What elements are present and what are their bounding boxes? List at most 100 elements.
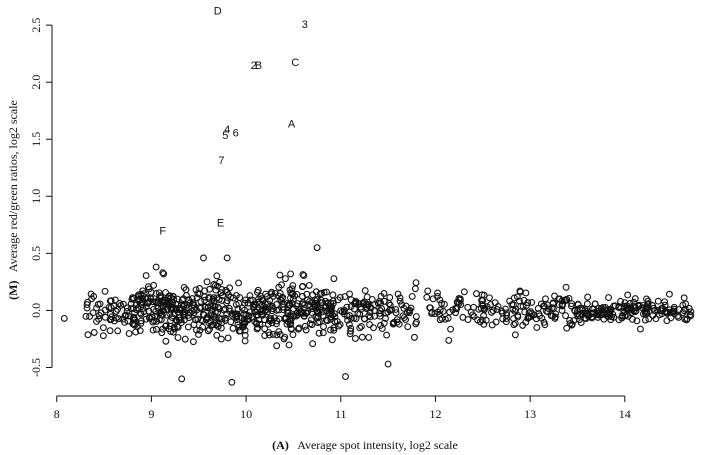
data-point <box>157 294 165 302</box>
data-point <box>311 296 319 304</box>
y-tick-label: 0.0 <box>29 303 43 318</box>
x-axis-ticks: 8 9 10 11 12 13 14 <box>54 396 631 421</box>
data-point <box>122 311 130 319</box>
data-point <box>179 309 187 316</box>
data-point <box>350 314 358 322</box>
data-point <box>95 315 103 323</box>
data-point <box>386 306 393 314</box>
data-point <box>498 307 506 315</box>
data-point <box>137 290 145 298</box>
data-point <box>264 300 272 308</box>
data-point <box>508 301 516 309</box>
data-point <box>506 297 514 305</box>
x-tick-label: 11 <box>335 407 347 421</box>
data-point <box>525 309 533 317</box>
data-point <box>510 294 518 302</box>
data-point <box>341 293 349 301</box>
data-point <box>188 295 196 302</box>
data-point <box>488 321 496 329</box>
data-point <box>357 323 365 330</box>
data-point <box>519 321 527 329</box>
data-point <box>670 310 678 318</box>
data-point <box>327 307 335 315</box>
data-point <box>513 293 521 301</box>
data-point <box>261 332 269 340</box>
point-label: E <box>217 218 224 230</box>
data-point <box>105 304 113 311</box>
data-point <box>328 336 336 344</box>
data-point <box>377 322 385 329</box>
data-point <box>317 296 325 304</box>
point-annotations: D 3 C 2B A 45 6 7 E F <box>159 5 307 237</box>
data-point <box>293 308 301 316</box>
data-point <box>446 308 454 316</box>
data-point <box>241 331 249 339</box>
data-point <box>480 291 488 299</box>
data-point <box>356 310 364 318</box>
data-point <box>162 337 170 345</box>
point-label: 4 <box>224 124 230 136</box>
x-tick-label: 9 <box>148 407 154 421</box>
data-point <box>491 299 499 307</box>
data-point <box>255 295 263 303</box>
data-point <box>347 303 355 311</box>
data-point <box>593 311 600 319</box>
data-point <box>269 331 277 338</box>
data-point <box>267 290 275 298</box>
data-point <box>93 304 101 312</box>
data-point <box>145 307 153 315</box>
data-point <box>687 308 695 316</box>
data-point <box>685 305 693 312</box>
data-point <box>376 297 383 305</box>
data-point <box>327 326 334 334</box>
y-tick-label: -0.5 <box>29 358 43 377</box>
data-point <box>591 300 599 308</box>
data-point <box>320 323 327 331</box>
data-point <box>278 281 285 289</box>
data-point <box>300 312 308 320</box>
data-point <box>244 316 252 324</box>
data-point <box>410 333 418 341</box>
y-axis-title: (M) Average red/green ratios, log2 scale <box>6 100 20 300</box>
data-point <box>101 287 109 295</box>
data-point <box>398 301 406 309</box>
data-point <box>358 333 366 341</box>
data-point <box>189 338 197 346</box>
data-point <box>643 308 651 316</box>
data-point <box>197 304 205 312</box>
data-point <box>254 286 262 294</box>
data-point <box>411 285 419 293</box>
data-point <box>314 312 322 320</box>
data-point <box>137 317 145 325</box>
data-point <box>378 305 386 313</box>
data-point <box>279 293 287 301</box>
data-point <box>218 286 226 293</box>
data-point <box>214 303 222 311</box>
point-label: 5 <box>222 130 228 142</box>
data-point <box>347 324 355 332</box>
data-point <box>386 301 394 309</box>
data-point <box>624 291 632 299</box>
data-point <box>252 308 260 316</box>
point-label: 2 <box>251 60 257 72</box>
data-point <box>329 300 337 307</box>
data-point <box>361 315 369 323</box>
data-point <box>201 296 209 304</box>
data-point <box>338 308 346 316</box>
data-point <box>536 312 544 320</box>
data-point <box>273 301 280 308</box>
data-point <box>683 316 690 324</box>
data-point <box>344 316 352 324</box>
data-point <box>136 309 144 317</box>
point-label: 6 <box>233 128 239 140</box>
data-point <box>186 309 194 317</box>
data-point <box>123 307 131 315</box>
data-point <box>413 318 420 326</box>
data-point <box>528 298 536 306</box>
data-point <box>675 314 683 321</box>
data-point <box>214 282 221 290</box>
data-point <box>488 308 495 316</box>
data-point <box>200 254 207 262</box>
data-point <box>562 283 570 291</box>
data-point <box>294 325 302 333</box>
